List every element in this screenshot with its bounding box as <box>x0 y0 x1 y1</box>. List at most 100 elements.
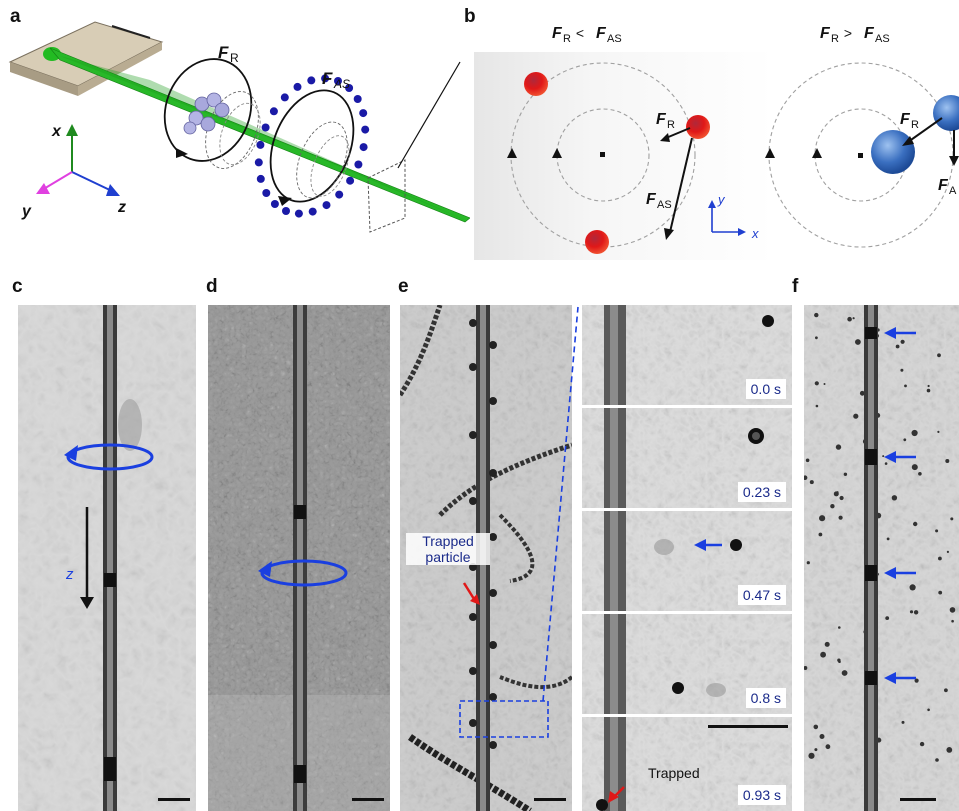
blue-particle-center <box>871 130 915 174</box>
optical-fiber <box>49 47 470 223</box>
panel-label-b: b <box>464 6 476 27</box>
background-particle <box>951 619 954 623</box>
svg-text:R: R <box>230 51 239 65</box>
clustered-particles <box>183 92 230 135</box>
background-particle <box>919 741 925 747</box>
ring-particle <box>269 107 278 116</box>
background-particle <box>884 462 888 465</box>
ring-particle <box>293 82 302 91</box>
background-particle <box>825 744 831 750</box>
background-particle <box>909 610 914 614</box>
ring-particle <box>335 190 344 199</box>
ring-particle <box>359 143 368 152</box>
panel-b-diagram: F R < F AS F R > F AS F R F AS y x <box>474 25 959 260</box>
ring-particle <box>282 207 290 215</box>
background-particle <box>914 678 919 683</box>
trapped-dot <box>489 641 497 649</box>
svg-text:F: F <box>596 25 607 42</box>
scale-bar <box>158 798 190 801</box>
background-particle <box>852 317 855 320</box>
background-particle <box>815 336 818 340</box>
svg-text:R: R <box>563 33 571 45</box>
scale-bar <box>534 798 566 801</box>
background-particle <box>808 752 815 759</box>
panel-a-schematic: F R F AS x y z <box>8 21 470 233</box>
background-particle <box>847 316 852 322</box>
ring-particle <box>308 207 317 216</box>
panel-label-d: d <box>206 276 218 297</box>
fas-orbit <box>269 89 355 203</box>
trapped-dot <box>469 431 477 439</box>
timelapse-frame-1: 0.0 s <box>582 305 792 405</box>
background-particle <box>885 616 890 620</box>
trapped-particle-annotation: Trapped particle <box>406 533 490 565</box>
background-particle <box>901 720 905 724</box>
panel-label-f: f <box>792 276 799 297</box>
svg-text:AS: AS <box>875 33 890 45</box>
background-particle <box>900 368 904 372</box>
background-particle <box>835 444 842 450</box>
svg-text:AS: AS <box>333 77 350 91</box>
xy-axes: y x <box>708 192 759 241</box>
svg-text:A: A <box>949 185 957 197</box>
background-particle <box>823 383 826 385</box>
svg-text:F: F <box>646 191 657 208</box>
background-particle <box>837 658 841 662</box>
scale-bar <box>352 798 384 801</box>
trapped-dot <box>489 533 497 541</box>
svg-text:z: z <box>117 199 126 216</box>
trapped-dot <box>469 363 477 371</box>
background-particle <box>838 626 841 629</box>
background-particle <box>859 390 865 396</box>
fr-orbit <box>163 58 253 162</box>
red-particle-bottom <box>585 230 609 254</box>
svg-text:y: y <box>21 203 32 220</box>
ring-particle <box>280 93 289 102</box>
ring-particle <box>321 74 330 83</box>
background-particle <box>950 517 954 521</box>
svg-text:F: F <box>218 43 229 62</box>
left-title: F R < F AS <box>552 25 622 45</box>
background-particle <box>935 758 939 762</box>
ring-particle <box>254 158 263 167</box>
background-particle <box>805 458 810 463</box>
blue-particle-edge <box>933 95 959 131</box>
svg-text:F: F <box>864 25 875 42</box>
background-particle <box>911 464 918 471</box>
background-particle <box>809 480 814 485</box>
background-particle <box>882 455 885 458</box>
background-particle <box>937 353 941 358</box>
ring-particle <box>345 84 354 92</box>
background-particle <box>836 491 839 494</box>
svg-text:F: F <box>322 69 333 88</box>
panel-f-micrograph <box>804 305 959 811</box>
background-particle <box>946 550 949 553</box>
trap-arrows <box>884 327 916 684</box>
svg-text:F: F <box>900 111 911 128</box>
background-particle <box>804 475 808 480</box>
scale-bar <box>900 798 936 801</box>
ring-particle <box>361 125 370 134</box>
timelapse-frame-5: Trapped 0.93 s <box>582 717 792 811</box>
background-particle <box>927 708 930 712</box>
time-label: 0.47 s <box>737 585 786 605</box>
background-particle <box>814 748 818 752</box>
background-particle <box>913 521 918 527</box>
right-title: F R > F AS <box>820 25 890 45</box>
background-particle <box>891 495 898 501</box>
red-particle-right <box>686 115 710 139</box>
background-particle <box>913 610 919 615</box>
background-particle <box>838 515 843 520</box>
background-particle <box>949 607 956 613</box>
ring-particle <box>256 174 265 183</box>
svg-text:x: x <box>751 226 759 241</box>
axis-triad: x y z <box>21 123 126 220</box>
background-particle <box>938 556 942 561</box>
background-particle <box>886 537 890 541</box>
background-particle <box>853 413 859 419</box>
background-particle <box>806 561 810 565</box>
panel-label-e: e <box>398 276 409 297</box>
background-particle <box>815 404 819 408</box>
timelapse-frame-4: 0.8 s <box>582 614 792 714</box>
background-particle <box>944 688 948 693</box>
